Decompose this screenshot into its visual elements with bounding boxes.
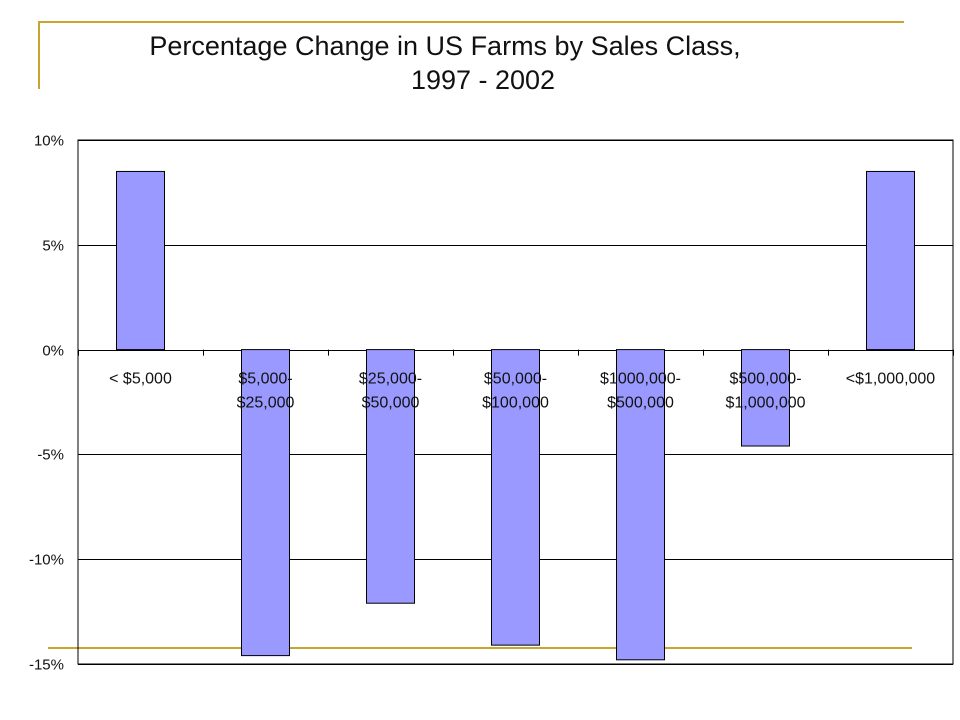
slide-frame-bottom-rule — [48, 647, 912, 649]
bar — [366, 349, 415, 604]
bar — [616, 349, 665, 661]
y-tick-label: -10% — [29, 552, 64, 569]
x-category-label: <$1,000,000 — [846, 371, 936, 388]
y-tick-label: 10% — [34, 133, 64, 150]
x-category-label: $50,000- — [484, 371, 547, 388]
slide-frame-left-rule — [38, 21, 40, 89]
bar — [116, 170, 165, 351]
chart-title-line-2: 1997 - 2002 — [410, 65, 556, 95]
bar — [491, 349, 540, 646]
y-tick-label: 5% — [42, 238, 64, 255]
x-category-label: $5,000- — [238, 371, 292, 388]
chart-title-line-1: Percentage Change in US Farms by Sales C… — [149, 31, 741, 61]
x-category-label: < $5,000 — [109, 371, 172, 388]
bar — [741, 349, 790, 447]
y-tick-label: -5% — [37, 447, 64, 464]
x-category-label: $1000,000- — [600, 371, 681, 388]
y-tick-label: 0% — [42, 343, 64, 360]
x-category-label: $25,000- — [359, 371, 422, 388]
x-category-label: $1,000,000 — [725, 395, 805, 412]
x-category-label: $25,000 — [237, 395, 295, 412]
y-tick-label: -15% — [29, 657, 64, 674]
x-category-label: $100,000 — [482, 395, 549, 412]
x-category-label: $50,000 — [362, 395, 420, 412]
slide-frame-top-rule — [40, 21, 904, 23]
x-category-label: $500,000- — [729, 371, 801, 388]
bar — [241, 349, 290, 657]
bar — [866, 170, 915, 351]
x-category-label: $500,000 — [607, 395, 674, 412]
